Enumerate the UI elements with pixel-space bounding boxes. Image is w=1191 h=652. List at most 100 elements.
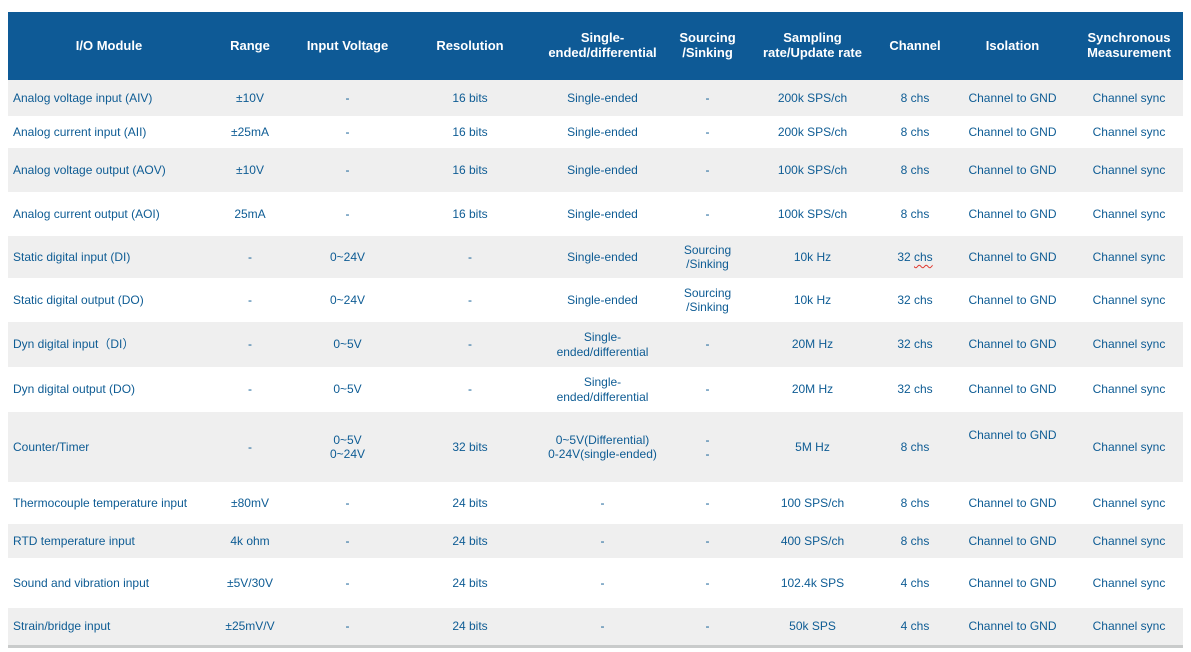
spec-table-header-row: I/O Module Range Input Voltage Resolutio…: [8, 12, 1183, 80]
cell-single-ended-differential: Single-ended: [567, 124, 638, 139]
cell-io-module: Dyn digital input（DI）: [13, 337, 135, 352]
io-module-spec-table: I/O Module Range Input Voltage Resolutio…: [8, 12, 1183, 648]
cell-channel: 8 chs: [900, 206, 930, 221]
cell-io-module: Sound and vibration input: [13, 575, 150, 590]
cell-channel: 8 chs: [900, 162, 930, 177]
cell-io-module: RTD temperature input: [13, 533, 135, 548]
cell-channel: 4 chs: [900, 575, 930, 590]
table-row: Thermocouple temperature input ±80mV - 24 b…: [8, 482, 1183, 524]
cell-resolution: -: [468, 337, 472, 352]
column-header-range: Range: [210, 12, 290, 80]
cell-sourcing-sinking: Sourcing /Sinking: [683, 242, 732, 271]
cell-channel: 8 chs: [900, 124, 930, 139]
column-header-channel: Channel: [880, 12, 950, 80]
cell-sampling-rate-update-rate: 10k Hz: [793, 249, 832, 264]
cell-single-ended-differential: Single-ended: [567, 249, 638, 264]
spec-table-body: Analog voltage input (AIV) ±10V - 16 bits Si…: [8, 80, 1183, 646]
cell-sourcing-sinking: - -: [705, 432, 710, 461]
cell-resolution: -: [468, 382, 472, 397]
cell-io-module: Counter/Timer: [13, 439, 90, 454]
cell-sourcing-sinking: -: [705, 495, 710, 510]
cell-isolation: Channel to GND: [968, 249, 1057, 264]
cell-channel: 4 chs: [900, 619, 930, 634]
cell-single-ended-differential: Single-ended: [567, 206, 638, 221]
cell-channel: 8 chs: [900, 90, 930, 105]
cell-resolution: 24 bits: [452, 495, 488, 510]
cell-synchronous-measurement: Channel sync: [1092, 575, 1166, 590]
spec-table-header: I/O Module Range Input Voltage Resolutio…: [8, 12, 1183, 80]
table-row: Strain/bridge input ±25mV/V - 24 bits - - 50k…: [8, 608, 1183, 646]
column-header-sourcing-sinking: Sourcing /Sinking: [670, 12, 745, 80]
cell-resolution: 32 bits: [452, 439, 488, 454]
cell-resolution: 24 bits: [452, 575, 488, 590]
cell-input-voltage: -: [345, 206, 350, 221]
column-header-io-module: I/O Module: [8, 12, 210, 80]
cell-isolation: Channel to GND: [968, 619, 1057, 634]
cell-sourcing-sinking: Sourcing /Sinking: [683, 285, 732, 314]
cell-single-ended-differential: -: [600, 575, 605, 590]
cell-input-voltage: -: [345, 124, 350, 139]
cell-isolation: Channel to GND: [968, 337, 1057, 352]
cell-resolution: 24 bits: [452, 533, 488, 548]
table-row: Dyn digital output (DO) - 0~5V - Single-ende…: [8, 367, 1183, 412]
cell-range: ±5V/30V: [227, 575, 273, 590]
cell-sampling-rate-update-rate: 400 SPS/ch: [780, 533, 845, 548]
cell-range: -: [248, 249, 252, 264]
cell-synchronous-measurement: Channel sync: [1092, 90, 1166, 105]
cell-single-ended-differential: Single-ended/differential: [556, 375, 649, 404]
cell-single-ended-differential: -: [600, 619, 605, 634]
table-row: Sound and vibration input ±5V/30V - 24 bits…: [8, 558, 1183, 608]
cell-channel: 32 chs: [897, 249, 933, 264]
cell-input-voltage: -: [345, 495, 350, 510]
cell-synchronous-measurement: Channel sync: [1092, 495, 1166, 510]
cell-input-voltage: -: [345, 533, 350, 548]
cell-input-voltage: -: [345, 619, 350, 634]
cell-resolution: 16 bits: [452, 162, 488, 177]
cell-resolution: -: [468, 292, 472, 307]
cell-single-ended-differential: Single-ended: [567, 90, 638, 105]
cell-synchronous-measurement: Channel sync: [1092, 206, 1166, 221]
table-row: Analog current output (AOI) 25mA - 16 bits S…: [8, 192, 1183, 236]
table-row: Counter/Timer - 0~5V 0~24V 32 bits 0~5V(Diff…: [8, 412, 1183, 482]
cell-sampling-rate-update-rate: 100k SPS/ch: [777, 162, 848, 177]
cell-io-module: Analog voltage input (AIV): [13, 90, 153, 105]
cell-io-module: Strain/bridge input: [13, 619, 111, 634]
cell-range: ±80mV: [231, 495, 269, 510]
cell-sourcing-sinking: -: [705, 124, 710, 139]
cell-range: ±25mV/V: [225, 619, 275, 634]
cell-range: ±25mA: [231, 124, 269, 139]
cell-io-module: Static digital input (DI): [13, 249, 131, 264]
cell-synchronous-measurement: Channel sync: [1092, 162, 1166, 177]
cell-isolation: Channel to GND: [968, 206, 1057, 221]
cell-range: -: [248, 292, 252, 307]
cell-input-voltage: 0~5V: [333, 337, 362, 352]
cell-input-voltage: 0~24V: [329, 292, 366, 307]
table-row: RTD temperature input 4k ohm - 24 bits - - 40…: [8, 524, 1183, 558]
column-header-single-ended-differential: Single- ended/differential: [535, 12, 670, 80]
column-header-resolution: Resolution: [405, 12, 535, 80]
cell-input-voltage: -: [345, 575, 350, 590]
cell-resolution: 16 bits: [452, 124, 488, 139]
cell-io-module: Analog voltage output (AOV): [13, 162, 166, 177]
cell-isolation: Channel to GND: [968, 428, 1057, 442]
cell-sampling-rate-update-rate: 5M Hz: [795, 439, 830, 454]
cell-sampling-rate-update-rate: 200k SPS/ch: [777, 124, 848, 139]
cell-isolation: Channel to GND: [968, 495, 1057, 510]
cell-sampling-rate-update-rate: 100k SPS/ch: [777, 206, 848, 221]
column-header-input-voltage: Input Voltage: [290, 12, 405, 80]
cell-sourcing-sinking: -: [705, 206, 710, 221]
cell-single-ended-differential: -: [600, 495, 605, 510]
cell-sourcing-sinking: -: [705, 619, 710, 634]
cell-channel: 32 chs: [897, 292, 933, 307]
cell-isolation: Channel to GND: [968, 382, 1057, 397]
table-row: Static digital input (DI) - 0~24V - Single-e…: [8, 236, 1183, 278]
cell-isolation: Channel to GND: [968, 292, 1057, 307]
cell-resolution: 16 bits: [452, 90, 488, 105]
cell-sourcing-sinking: -: [705, 575, 710, 590]
cell-isolation: Channel to GND: [968, 533, 1057, 548]
cell-sampling-rate-update-rate: 20M Hz: [791, 382, 834, 397]
cell-channel: 8 chs: [900, 533, 930, 548]
cell-io-module: Static digital output (DO): [13, 292, 144, 307]
cell-range: -: [248, 337, 252, 352]
cell-sourcing-sinking: -: [705, 533, 710, 548]
